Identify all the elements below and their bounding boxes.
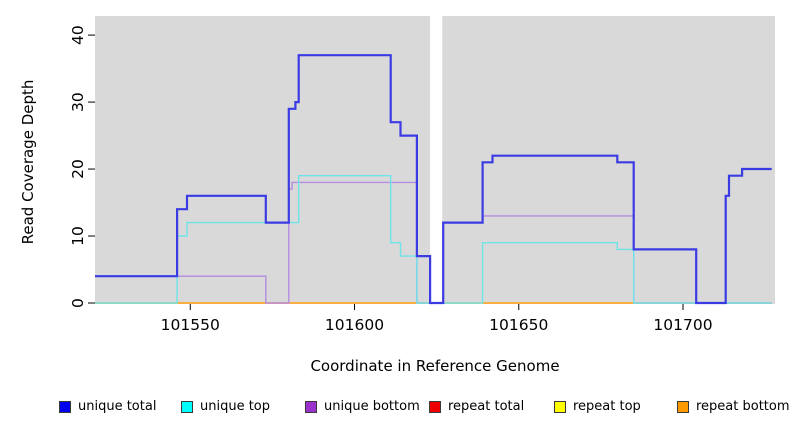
x-tick-label: 101600 xyxy=(325,316,384,334)
y-tick-label: 0 xyxy=(69,298,87,308)
legend-label: unique total xyxy=(78,399,157,414)
x-tick-label: 101550 xyxy=(161,316,220,334)
legend-label: repeat top xyxy=(573,399,641,414)
x-tick-label: 101700 xyxy=(653,316,712,334)
unique-top-swatch-icon xyxy=(181,400,193,413)
legend-label: unique top xyxy=(200,399,271,414)
legend-item-unique-top: unique top xyxy=(181,399,270,414)
legend-item-unique-bottom: unique bottom xyxy=(305,399,420,414)
y-tick-label: 10 xyxy=(69,226,87,246)
series-unique-top xyxy=(95,175,772,304)
unique-bottom-swatch-icon xyxy=(305,400,317,413)
legend-item-repeat-total: repeat total xyxy=(429,399,524,414)
repeat-top-swatch-icon xyxy=(554,400,566,413)
series-unique-total xyxy=(95,54,772,305)
coverage-gap-band xyxy=(430,16,443,304)
legend-item-repeat-top: repeat top xyxy=(554,399,641,414)
plot-canvas: 101550 101600 101650 101700 0 10 20 30 40 xyxy=(69,16,775,334)
repeat-bottom-swatch-icon xyxy=(677,400,689,413)
y-tick-label: 20 xyxy=(69,159,87,179)
y-tick-label: 30 xyxy=(69,92,87,112)
legend-label: repeat total xyxy=(448,399,525,414)
y-axis-title: Read Coverage Depth xyxy=(19,79,37,245)
legend-item-repeat-bottom: repeat bottom xyxy=(677,399,790,414)
legend-label: repeat bottom xyxy=(696,399,790,414)
unique-total-swatch-icon xyxy=(59,400,71,413)
y-tick-label: 40 xyxy=(69,25,87,45)
legend-item-unique-total: unique total xyxy=(59,399,156,414)
legend-label: unique bottom xyxy=(324,399,420,414)
x-tick-label: 101650 xyxy=(489,316,548,334)
x-axis-title: Coordinate in Reference Genome xyxy=(310,357,560,375)
repeat-total-swatch-icon xyxy=(429,400,441,413)
